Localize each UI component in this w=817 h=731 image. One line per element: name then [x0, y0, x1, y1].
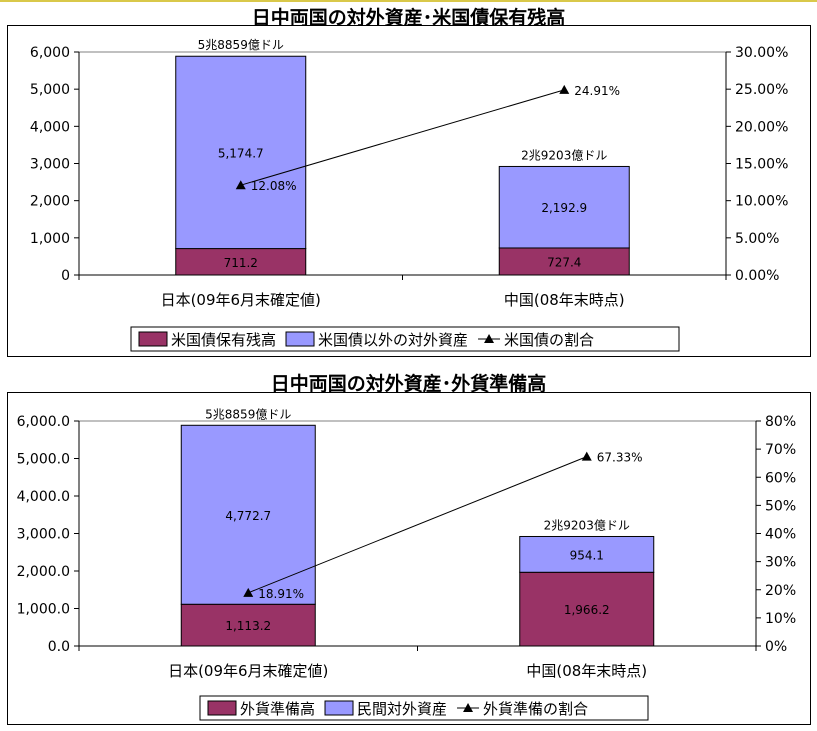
y2-tick-label: 0%	[765, 639, 787, 655]
line-data-label: 67.33%	[597, 451, 643, 465]
legend-marker-swatch	[484, 334, 495, 343]
y-tick-label: 1,000.0	[17, 602, 70, 618]
line-marker	[243, 587, 254, 597]
y-tick-label: 4,000	[30, 119, 70, 135]
chart-panel-foreign-assets-us-treasuries: 0 1,000 2,000 3,000 4,000 5,000 6,000 0.00% 5.00…	[7, 25, 811, 357]
y-tick-label: 2,000.0	[17, 564, 70, 580]
bar-data-label: 4,772.7	[225, 509, 271, 523]
legend-swatch	[324, 700, 354, 716]
y-tick-label: 5,000	[30, 82, 70, 98]
line-marker	[235, 180, 246, 190]
plot-area	[78, 420, 757, 647]
y2-tick-label: 80%	[765, 414, 796, 430]
legend-label: 外貨準備の割合	[483, 700, 588, 718]
chart-svg: 0 1,000 2,000 3,000 4,000 5,000 6,000 0.00% 5.00…	[30, 38, 788, 352]
y-tick-label: 3,000.0	[17, 527, 70, 543]
y2-tick-label: 10.00%	[735, 194, 788, 210]
y2-tick-label: 5.00%	[735, 231, 779, 247]
y2-tick-label: 40%	[765, 527, 796, 543]
y-tick-label: 4,000.0	[17, 489, 70, 505]
legend-label: 民間対外資産	[357, 700, 447, 718]
y-tick-label: 6,000	[30, 45, 70, 61]
y-tick-label: 0	[61, 268, 70, 284]
y2-tick-label: 0.00%	[735, 268, 779, 284]
legend-box	[199, 695, 649, 721]
y-tick-label: 2,000	[30, 194, 70, 210]
x-tick-label: 中国(08年末時点)	[526, 662, 647, 680]
legend-label: 米国債の割合	[504, 331, 594, 349]
y2-tick-label: 20.00%	[735, 119, 788, 135]
bar	[519, 571, 655, 647]
bar-data-label: 5,174.7	[218, 146, 264, 160]
legend-swatch	[207, 700, 237, 716]
legend-swatch	[138, 331, 168, 347]
y2-tick-label: 15.00%	[735, 157, 788, 173]
legend-label: 外貨準備高	[240, 700, 315, 718]
x-tick-label: 中国(08年末時点)	[504, 291, 625, 309]
y2-tick-label: 30.00%	[735, 45, 788, 61]
bar-total-label: 2兆9203億ドル	[521, 148, 607, 162]
y2-tick-label: 70%	[765, 442, 796, 458]
legend-label: 米国債保有残高	[171, 331, 276, 349]
bar-total-label: 5兆8859億ドル	[198, 38, 284, 52]
y-tick-label: 1,000	[30, 231, 70, 247]
y-tick-label: 6,000.0	[17, 414, 70, 430]
x-tick-label: 日本(09年6月末確定値)	[161, 291, 321, 309]
bar-data-label: 727.4	[547, 255, 581, 269]
legend-swatch	[285, 331, 315, 347]
x-tick-label: 日本(09年6月末確定値)	[168, 662, 328, 680]
line-marker	[581, 451, 592, 461]
bar-data-label: 711.2	[224, 256, 258, 270]
bar	[180, 603, 316, 647]
line-data-label: 12.08%	[251, 179, 297, 193]
line-marker	[559, 84, 570, 94]
y-tick-label: 0.0	[48, 639, 70, 655]
legend-marker-swatch	[463, 703, 474, 712]
chart-title: 日中両国の対外資産･外貨準備高	[270, 373, 547, 395]
bar	[519, 535, 655, 573]
bar	[175, 248, 307, 276]
y-tick-label: 3,000	[30, 157, 70, 173]
top-accent-border	[0, 0, 817, 2]
bar	[498, 247, 630, 276]
bar	[498, 165, 630, 249]
line-series	[240, 89, 565, 186]
y2-tick-label: 10%	[765, 611, 796, 627]
chart-svg: 0.0 1,000.0 2,000.0 3,000.0 4,000.0 5,000.0 6,…	[17, 407, 796, 721]
bar-data-label: 1,966.2	[564, 603, 610, 617]
line-series	[248, 456, 587, 594]
bar-data-label: 2,192.9	[541, 201, 587, 215]
bar-total-label: 2兆9203億ドル	[544, 518, 630, 532]
line-data-label: 24.91%	[574, 84, 620, 98]
bar-total-label: 5兆8859億ドル	[205, 407, 291, 421]
legend-label: 米国債以外の対外資産	[318, 331, 468, 349]
y2-tick-label: 20%	[765, 583, 796, 599]
line-data-label: 18.91%	[258, 587, 304, 601]
bar	[175, 55, 307, 250]
chart-panel-foreign-assets-reserves: 0.0 1,000.0 2,000.0 3,000.0 4,000.0 5,000.0 6,…	[7, 392, 811, 725]
bar-data-label: 1,113.2	[225, 619, 271, 633]
y2-tick-label: 50%	[765, 498, 796, 514]
y2-tick-label: 25.00%	[735, 82, 788, 98]
y2-tick-label: 30%	[765, 555, 796, 571]
y2-tick-label: 60%	[765, 470, 796, 486]
chart-title: 日中両国の対外資産･米国債保有残高	[251, 7, 566, 29]
y-tick-label: 5,000.0	[17, 452, 70, 468]
legend-box	[130, 326, 680, 352]
bar-data-label: 954.1	[570, 548, 604, 562]
